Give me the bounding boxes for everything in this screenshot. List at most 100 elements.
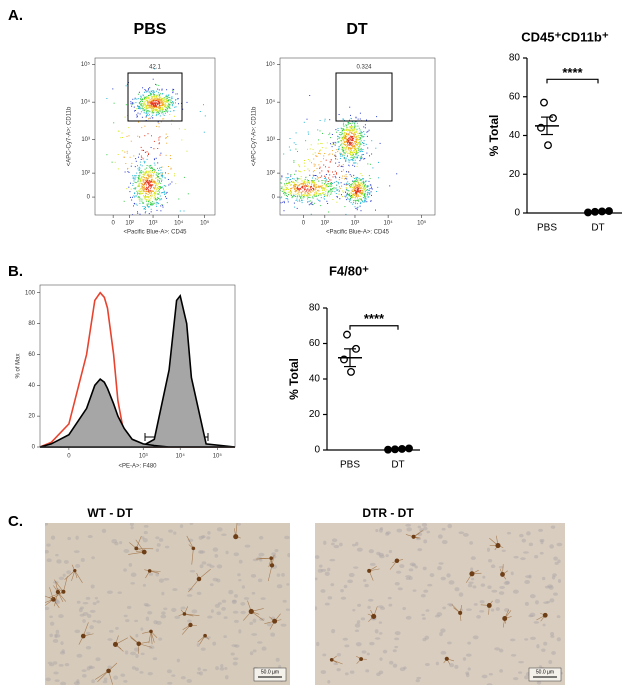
event-dot	[146, 193, 147, 194]
y-axis-label: % Total	[487, 115, 501, 157]
event-dot	[137, 192, 138, 193]
event-dot	[149, 98, 150, 99]
event-dot	[292, 178, 293, 179]
event-dot	[341, 134, 342, 135]
event-dot	[157, 89, 158, 90]
nucleus	[143, 584, 146, 587]
nucleus	[283, 600, 287, 603]
nucleus	[523, 551, 529, 554]
nucleus	[233, 611, 239, 614]
event-dot	[348, 165, 349, 166]
event-dot	[352, 187, 353, 188]
nucleus	[331, 629, 335, 633]
event-dot	[370, 164, 371, 165]
nucleus	[197, 592, 202, 595]
event-dot	[141, 127, 142, 128]
event-dot	[154, 105, 155, 106]
event-dot	[357, 148, 358, 149]
event-dot	[157, 175, 158, 176]
event-dot	[340, 188, 341, 189]
event-dot	[142, 117, 143, 118]
event-dot	[324, 199, 325, 200]
event-dot	[298, 164, 299, 165]
event-dot	[332, 134, 333, 135]
event-dot	[165, 113, 166, 114]
gate-value: 42.1	[149, 65, 161, 71]
event-dot	[367, 136, 368, 137]
event-dot	[147, 110, 148, 111]
event-dot	[358, 146, 359, 147]
event-dot	[266, 190, 267, 191]
nucleus	[107, 590, 113, 594]
event-dot	[353, 163, 354, 164]
event-dot	[350, 199, 351, 200]
nucleus	[82, 669, 87, 672]
event-dot	[348, 141, 349, 142]
event-dot	[140, 113, 141, 114]
event-dot	[312, 204, 313, 205]
nucleus	[499, 649, 503, 653]
event-dot	[367, 194, 368, 195]
nucleus	[524, 675, 528, 679]
event-dot	[143, 188, 144, 189]
event-dot	[349, 162, 350, 163]
event-dot	[349, 150, 350, 151]
event-dot	[158, 92, 159, 93]
event-dot	[164, 115, 165, 116]
event-dot	[125, 117, 126, 118]
event-dot	[351, 184, 352, 185]
event-dot	[178, 199, 179, 200]
event-dot	[153, 204, 154, 205]
event-dot	[347, 155, 348, 156]
nucleus	[63, 574, 66, 577]
y-tick-label: 60	[309, 338, 321, 349]
event-dot	[284, 201, 285, 202]
nucleus	[45, 678, 50, 682]
event-dot	[142, 165, 143, 166]
nucleus	[277, 584, 283, 588]
nucleus	[530, 594, 536, 598]
nucleus	[399, 564, 404, 568]
event-dot	[144, 208, 145, 209]
nucleus	[505, 581, 510, 585]
event-dot	[311, 189, 312, 190]
y-axis-label: <APC-Cy7-A>: CD11b	[67, 106, 73, 166]
event-dot	[359, 139, 360, 140]
nucleus	[249, 622, 253, 625]
event-dot	[362, 154, 363, 155]
event-dot	[135, 187, 136, 188]
y-tick-label: 10⁴	[81, 99, 91, 106]
event-dot	[352, 142, 353, 143]
event-dot	[145, 211, 146, 212]
nucleus	[349, 573, 355, 577]
event-dot	[366, 120, 367, 121]
event-dot	[322, 133, 323, 134]
event-dot	[309, 182, 310, 183]
event-dot	[202, 239, 203, 240]
event-dot	[346, 152, 347, 153]
nucleus	[242, 585, 245, 588]
nucleus	[50, 622, 54, 626]
event-dot	[322, 180, 323, 181]
event-dot	[353, 175, 354, 176]
event-dot	[148, 89, 149, 90]
event-dot	[172, 89, 173, 90]
event-dot	[290, 176, 291, 177]
event-dot	[314, 183, 315, 184]
event-dot	[363, 192, 364, 193]
event-dot	[314, 196, 315, 197]
event-dot	[321, 161, 322, 162]
event-dot	[311, 184, 312, 185]
event-dot	[140, 104, 141, 105]
event-dot	[366, 144, 367, 145]
nucleus	[251, 633, 257, 636]
microglia	[272, 619, 277, 624]
nucleus	[454, 665, 458, 669]
event-dot	[157, 107, 158, 108]
event-dot	[321, 180, 322, 181]
event-dot	[368, 192, 369, 193]
event-dot	[356, 130, 357, 131]
event-dot	[309, 95, 310, 96]
y-axis-label: <APC-Cy7-A>: CD11b	[252, 106, 258, 166]
event-dot	[317, 179, 318, 180]
